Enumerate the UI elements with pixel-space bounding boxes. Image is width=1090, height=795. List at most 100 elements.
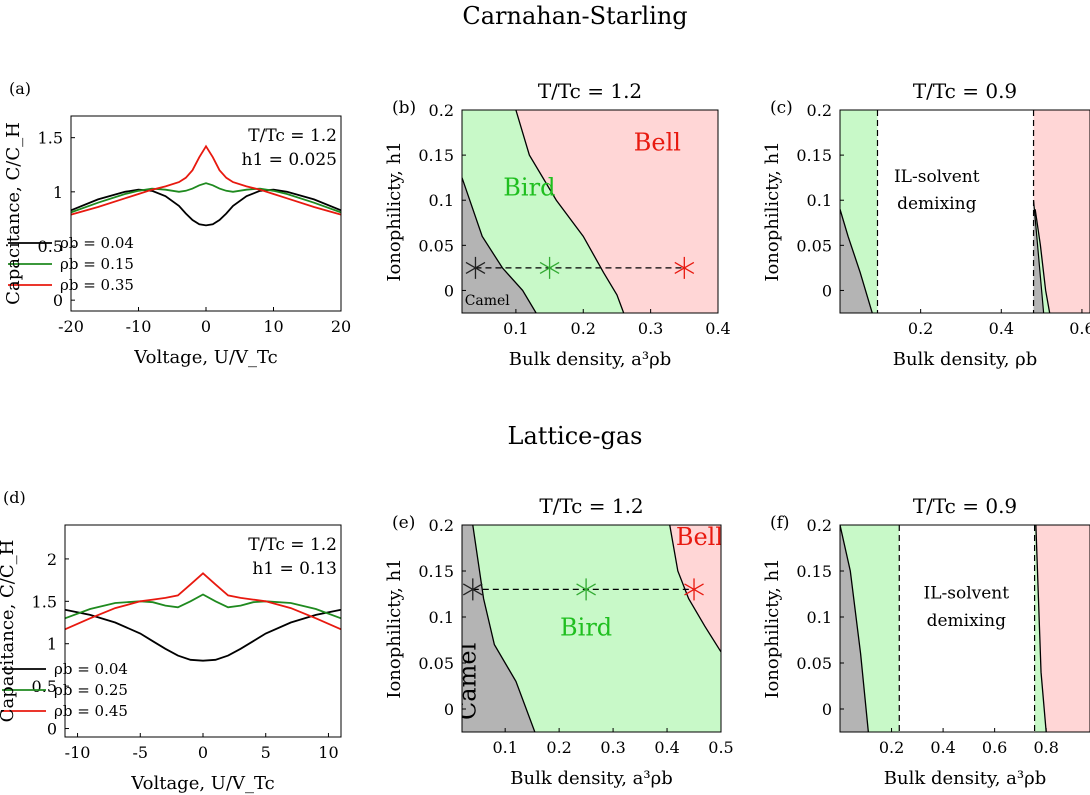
y-axis-label: Capacitance, C/C_H <box>0 540 18 723</box>
y-axis-label: Ionophilicty, h1 <box>762 141 783 281</box>
y-tick-label: 0.2 <box>807 516 832 535</box>
panel-b: Bell Bird Camel 0.1 0.2 0.3 0.4 0 0.05 0.1 0.15 0.2… <box>384 79 731 370</box>
region-label-il-solvent: IL-solvent <box>894 167 980 187</box>
panel-a: (a) -20 -10 0 10 20 0 0.5 1 1.5 T/Tc = 1.2 h1 = 0.0… <box>3 79 351 368</box>
asterisk-marker-3 <box>684 578 704 601</box>
camel-region-left <box>840 525 869 732</box>
panel-label: (b) <box>392 98 416 118</box>
y-tick-label: 0.05 <box>796 236 832 255</box>
region-boundary <box>840 209 873 313</box>
y-tick-label: 0 <box>53 291 63 310</box>
x-tick-label: 0.4 <box>989 319 1014 338</box>
legend-entry: ρb = 0.25 <box>54 681 128 699</box>
y-tick-label: 1.5 <box>32 592 57 611</box>
region-label-il-solvent: IL-solvent <box>923 584 1009 604</box>
region-label-bird: Bird <box>560 613 612 641</box>
panel-d: (d) -10 -5 0 5 10 0 0.5 1 1.5 2 T/Tc = 1.2 h1 = 0.13… <box>0 488 342 794</box>
region-boundary <box>515 110 625 313</box>
x-tick-label: -20 <box>58 317 84 336</box>
asterisk-marker-2 <box>576 578 596 601</box>
panel-label: (f) <box>770 513 790 533</box>
asterisk-marker-1 <box>462 578 483 601</box>
panel-title: T/Tc = 1.2 <box>538 79 642 103</box>
panel-e: Bell Bird Camel 0.1 0.2 0.3 0.4 0.5 0 0.05 0.1 0.15… <box>384 494 734 789</box>
panel-label: (d) <box>3 488 26 507</box>
legend-entry: ρb = 0.15 <box>60 255 134 273</box>
legend-entry: ρb = 0.35 <box>60 276 134 294</box>
panel-title: T/Tc = 0.9 <box>913 494 1017 518</box>
panel-c: IL-solvent demixing 0.2 0.4 0.6 0 0.05 0.1 0.15 0… <box>762 79 1090 370</box>
y-axis-label: Ionophilicty, h1 <box>384 558 405 698</box>
y-tick-label: 0.2 <box>429 101 454 120</box>
series-line-3 <box>70 144 342 216</box>
legend-entry: ρb = 0.45 <box>54 702 128 720</box>
series-line-1 <box>70 188 342 227</box>
y-axis-label: Ionophilicty, h1 <box>384 141 405 281</box>
x-tick-label: 0.6 <box>1069 319 1090 338</box>
y-tick-label: 1 <box>53 183 63 202</box>
series-line-3 <box>64 572 342 631</box>
x-tick-label: 0.2 <box>908 319 933 338</box>
legend-entry: ρb = 0.04 <box>54 660 128 678</box>
y-tick-label: 0.15 <box>418 562 454 581</box>
y-tick-label: 0.1 <box>429 608 454 627</box>
y-axis-label: Ionophilicty, h1 <box>762 558 783 698</box>
y-tick-label: 0.05 <box>418 236 454 255</box>
y-tick-label: 0.1 <box>807 608 832 627</box>
row-title-carnahan-starling: Carnahan-Starling <box>462 2 687 30</box>
y-tick-label: 0.2 <box>429 516 454 535</box>
panel-title: T/Tc = 1.2 <box>539 494 643 518</box>
y-tick-label: 0.15 <box>418 146 454 165</box>
y-tick-label: 0.05 <box>418 654 454 673</box>
asterisk-marker-3 <box>674 256 695 279</box>
asterisk-stroke <box>674 261 695 274</box>
x-axis-label: Bulk density, ρb <box>893 349 1038 370</box>
annotation-temperature: T/Tc = 1.2 <box>248 535 337 555</box>
legend-entry: ρb = 0.04 <box>60 234 134 252</box>
asterisk-marker-2 <box>539 256 560 279</box>
y-tick-label: 0.1 <box>429 191 454 210</box>
panel-label: (c) <box>770 98 793 118</box>
x-tick-label: 0.4 <box>654 738 679 757</box>
annotation-ionophilicity: h1 = 0.13 <box>252 559 337 579</box>
x-tick-label: -10 <box>126 317 152 336</box>
region-label-bell: Bell <box>676 523 723 551</box>
annotation-temperature: T/Tc = 1.2 <box>248 126 337 146</box>
region-boundary <box>669 525 721 653</box>
y-tick-label: 0 <box>47 720 57 739</box>
row-title-lattice-gas: Lattice-gas <box>508 422 643 450</box>
x-tick-label: 0.4 <box>705 319 730 338</box>
plot-frame <box>461 109 719 314</box>
x-tick-label: 10 <box>263 317 283 336</box>
y-tick-label: 0 <box>444 281 454 300</box>
y-tick-label: 0.5 <box>38 237 63 256</box>
x-axis-label: Voltage, U/V_Tc <box>130 773 274 794</box>
plot-frame <box>839 524 1090 733</box>
region-boundary <box>1034 209 1051 313</box>
region-label-demixing: demixing <box>927 611 1006 631</box>
y-tick-label: 0 <box>822 281 832 300</box>
asterisk-stroke <box>462 583 483 596</box>
x-tick-label: -10 <box>65 743 91 762</box>
x-tick-label: 0.4 <box>930 738 955 757</box>
x-tick-label: 0 <box>201 317 211 336</box>
y-axis-label: Capacitance, C/C_H <box>3 122 24 305</box>
y-tick-label: 0 <box>822 700 832 719</box>
panel-label: (e) <box>392 513 415 533</box>
region-label-bell: Bell <box>634 129 681 157</box>
y-tick-label: 2 <box>47 550 57 569</box>
series-line-1 <box>64 608 342 662</box>
asterisk-stroke <box>465 261 486 274</box>
plot-area: IL-solvent demixing <box>840 525 1090 732</box>
plot-area: IL-solvent demixing <box>840 110 1090 313</box>
asterisk-stroke <box>684 583 704 596</box>
x-tick-label: 0 <box>198 743 208 762</box>
x-tick-label: 0.2 <box>546 738 571 757</box>
region-label-demixing: demixing <box>897 194 976 214</box>
plot-area: Bell Bird Camel <box>462 110 718 313</box>
region-boundary <box>472 525 536 732</box>
y-tick-label: 0.15 <box>796 562 832 581</box>
panel-f: IL-solvent demixing 0.2 0.4 0.6 0.8 0 0.05 0.1 0.… <box>762 494 1090 789</box>
x-axis-label: Bulk density, a³ρb <box>510 768 672 789</box>
